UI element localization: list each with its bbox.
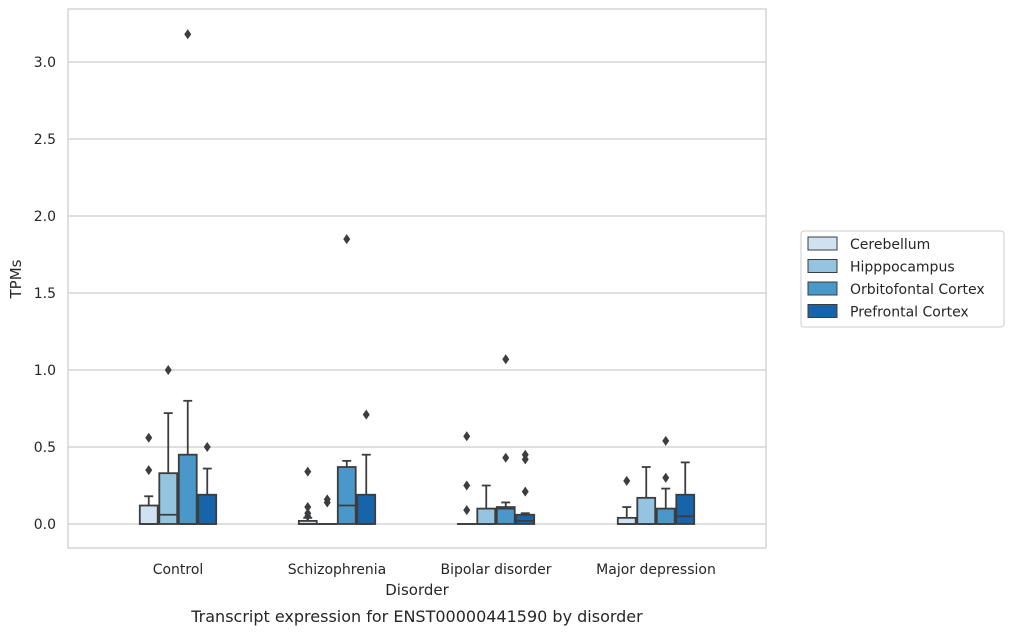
legend-swatch <box>807 259 838 273</box>
chart-caption: Transcript expression for ENST0000044159… <box>190 607 643 626</box>
plot-area-frame <box>67 8 767 549</box>
y-tick-label: 1.0 <box>34 363 56 379</box>
box <box>476 507 497 525</box>
box-plot <box>158 365 179 525</box>
box <box>636 496 657 525</box>
box-plot <box>356 409 377 525</box>
y-tick-label: 2.0 <box>34 209 56 225</box>
legend-label: Cerebellum <box>850 237 930 253</box>
box-plot <box>515 449 536 525</box>
box <box>515 513 536 525</box>
box-plot <box>495 354 516 525</box>
outlier-point <box>463 505 471 516</box>
outlier-point <box>362 409 370 420</box>
box <box>197 493 218 525</box>
outlier-point <box>184 29 192 40</box>
box <box>138 504 159 525</box>
box-plot <box>336 234 357 525</box>
box <box>336 466 357 525</box>
outlier-point <box>521 486 529 497</box>
legend-label: Hipppocampus <box>850 260 955 276</box>
box-plot <box>655 435 676 525</box>
box <box>356 493 377 525</box>
box-plot <box>197 442 218 525</box>
y-axis-label: TPMs <box>7 259 25 299</box>
y-tick-label: 0.0 <box>34 517 56 533</box>
outlier-point <box>662 435 670 446</box>
outlier-point <box>145 432 153 443</box>
outlier-point <box>662 472 670 483</box>
box <box>158 472 179 525</box>
outlier-point <box>463 480 471 491</box>
series-orbitofontal-cortex <box>177 29 676 525</box>
y-tick-label: 2.5 <box>34 132 56 148</box>
outlier-point <box>343 234 351 245</box>
outlier-point <box>304 466 312 477</box>
outlier-point <box>164 365 172 375</box>
box-plot <box>177 29 198 525</box>
outlier-point <box>502 452 510 463</box>
outlier-point <box>623 475 631 486</box>
legend: Cerebellum Hipppocampus Orbitofontal Corte… <box>800 230 1005 328</box>
box-plot <box>317 494 338 525</box>
y-tick-label: 3.0 <box>34 55 56 71</box>
legend-label: Orbitofontal Cortex <box>850 282 985 298</box>
x-tick-label: Schizophrenia <box>288 562 386 578</box>
outlier-point <box>203 442 211 452</box>
x-axis-label: Disorder <box>385 581 449 599</box>
box <box>616 516 637 525</box>
outlier-point <box>323 494 331 505</box>
box-plot <box>297 466 318 525</box>
box-plot <box>138 432 159 525</box>
box-plot <box>636 466 657 525</box>
box-plot <box>616 475 637 525</box>
y-axis-ticks: 0.0 0.5 1.0 1.5 2.0 2.5 3.0 <box>34 55 56 533</box>
legend-swatch <box>807 281 838 296</box>
outlier-point <box>304 508 312 519</box>
series-hipppocampus <box>158 365 657 525</box>
y-tick-label: 0.5 <box>34 440 56 456</box>
outlier-point <box>304 502 312 513</box>
box-plot <box>675 461 696 525</box>
x-tick-label: Bipolar disorder <box>440 562 551 578</box>
gridlines <box>68 61 766 525</box>
series-cerebellum <box>138 431 637 525</box>
outlier-point <box>145 465 153 476</box>
outlier-point <box>463 431 471 442</box>
box-series <box>138 29 696 525</box>
x-tick-label: Major depression <box>596 562 716 578</box>
box-plot <box>456 431 477 525</box>
y-tick-label: 1.5 <box>34 286 56 302</box>
outlier-point <box>502 354 510 365</box>
box <box>495 506 516 525</box>
box <box>675 493 696 525</box>
legend-frame <box>800 230 1005 328</box>
series-prefrontal-cortex <box>197 409 696 525</box>
legend-label: Prefrontal Cortex <box>850 305 969 321</box>
box-plot <box>476 484 497 525</box>
legend-swatch <box>807 236 838 251</box>
box <box>177 453 198 525</box>
box <box>655 507 676 525</box>
x-tick-label: Control <box>153 562 204 578</box>
legend-swatch <box>807 304 838 318</box>
x-axis-ticks: Control Schizophrenia Bipolar disorder Majo… <box>153 562 716 578</box>
outlier-point <box>521 449 529 460</box>
